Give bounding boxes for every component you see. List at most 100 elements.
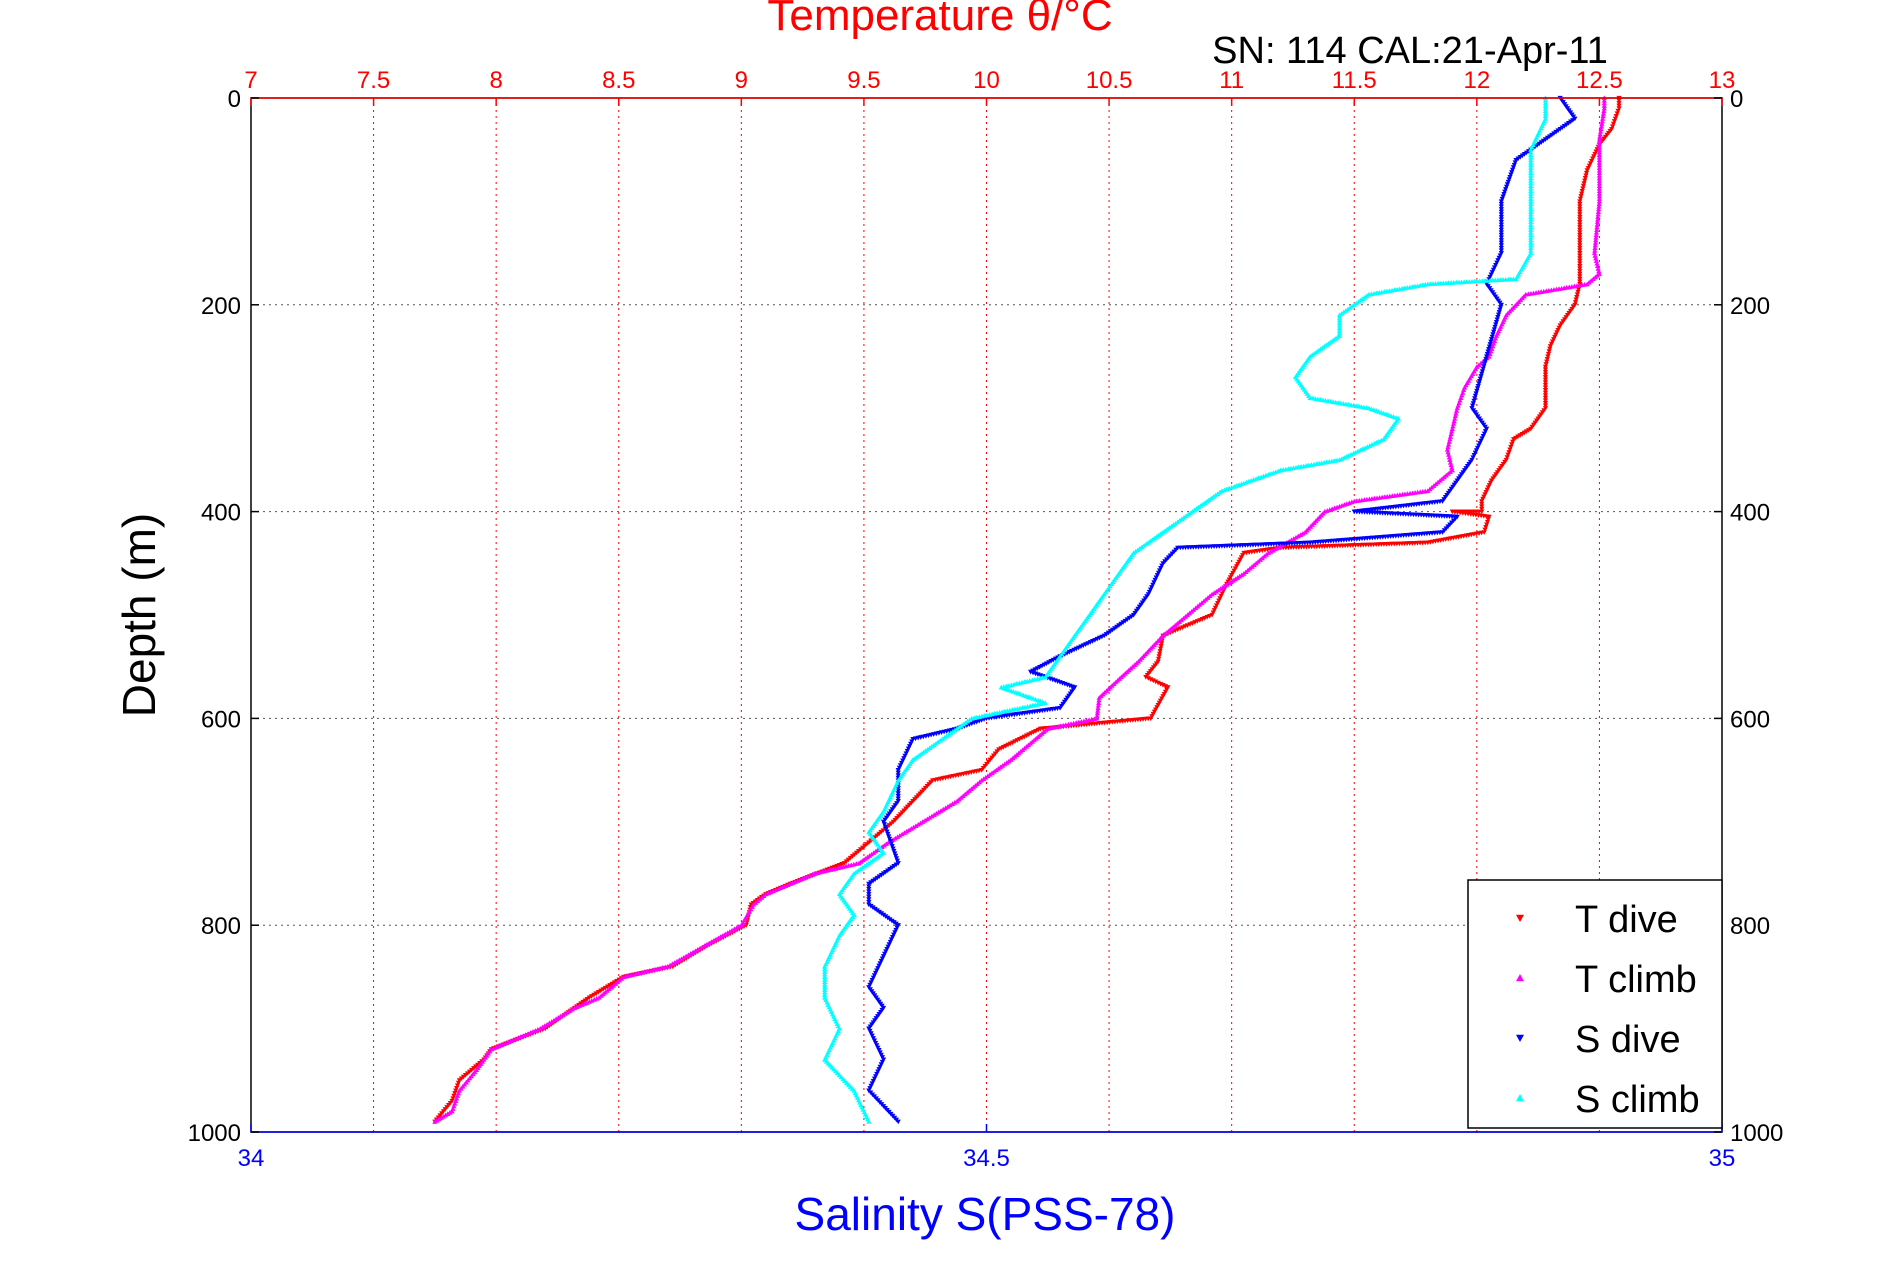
top-axis-tick-label: 11 [1219,67,1244,94]
data-point [1095,702,1101,708]
data-point [1542,403,1549,409]
data-point [1574,292,1580,298]
data-point [1577,253,1583,259]
y-axis-tick-label-left: 200 [201,293,241,320]
data-point [866,886,872,892]
data-point [880,819,887,825]
data-point [1528,216,1534,222]
data-point [1492,324,1498,330]
data-point [451,1093,457,1099]
data-point [1528,201,1534,207]
data-point [1616,106,1622,111]
legend-marker [1516,1094,1524,1102]
data-point [1498,230,1504,236]
data-point [452,1091,458,1096]
data-point [1479,436,1485,442]
data-point [822,974,828,979]
data-point [1528,206,1534,212]
data-point [1577,238,1583,243]
data-point [593,991,599,997]
data-point [1577,204,1583,210]
data-point [871,1038,878,1044]
data-point [1592,240,1599,245]
data-point [1452,413,1458,419]
data-point [1156,651,1163,657]
legend-label: T climb [1575,959,1697,1001]
data-point [1593,149,1599,155]
data-point [1479,371,1485,377]
data-point [1505,452,1511,458]
data-point [870,1036,876,1041]
data-point [885,944,891,950]
data-point [1542,97,1549,103]
top-axis-tick-label: 12.5 [1576,67,1623,94]
data-point [894,858,900,864]
bottom-axis-tick-label: 35 [1709,1145,1736,1172]
legend-marker [1516,914,1524,922]
y-axis-tick-label-left: 0 [228,86,241,113]
data-point [910,737,916,742]
data-point [1577,251,1583,256]
data-point [1473,448,1480,453]
data-point [1453,410,1459,416]
data-point [1577,263,1583,269]
data-point [1160,561,1166,566]
data-point [878,1062,884,1067]
data-point [1481,361,1488,367]
data-point [1596,136,1603,142]
top-axis-tick-label: 9.5 [847,67,880,94]
data-point [591,992,597,998]
data-point [1528,193,1534,199]
data-point [1542,113,1549,119]
data-point [1498,243,1504,248]
data-point [1601,97,1607,103]
data-point [1594,219,1601,225]
data-point [1595,214,1601,219]
data-point [904,748,910,754]
data-point [879,1055,885,1060]
data-point [1542,110,1549,116]
data-point [1495,312,1502,318]
data-point [895,770,901,776]
data-point [1446,441,1452,447]
series-marks [432,95,1622,1125]
data-point [1472,396,1478,401]
data-point [822,987,828,992]
data-point [877,1064,883,1070]
data-point [893,853,899,859]
data-point [1498,220,1504,225]
data-point [893,927,899,933]
data-point [1498,227,1504,233]
data-point [887,939,893,945]
data-point [1470,401,1476,406]
data-point [1152,577,1158,583]
data-point [1542,108,1549,114]
y-axis-tick-label-right: 600 [1730,706,1770,733]
data-point [1510,439,1516,445]
data-point [884,829,890,835]
data-point [1447,434,1454,439]
data-point [867,1086,873,1091]
data-point [1611,119,1618,124]
data-point [873,1040,879,1046]
y-axis-tick-label-right: 200 [1730,293,1770,320]
data-point [1485,517,1491,522]
data-point [882,824,888,830]
data-point [874,968,880,974]
top-axis-tick-label: 10 [973,67,1000,94]
data-point [1491,329,1497,335]
y-axis-tick-label-left: 600 [201,706,241,733]
data-point [1156,656,1162,662]
data-point [1480,433,1486,439]
data-point [886,836,893,842]
data-point [1498,232,1504,238]
data-point [1528,183,1534,188]
data-point [1498,212,1504,217]
legend-marker [1516,974,1524,982]
data-point [1043,661,1050,667]
y-axis-tick-label-right: 400 [1730,500,1770,527]
data-point [1577,207,1583,212]
data-point [867,982,873,988]
data-point [1528,157,1534,163]
